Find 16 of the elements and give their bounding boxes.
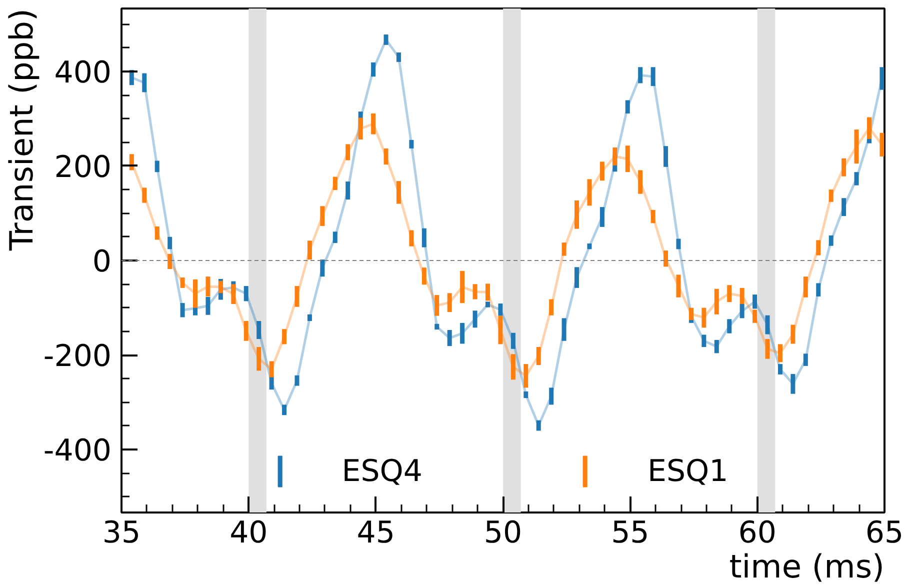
y-tick-label: 0: [92, 244, 112, 280]
y-tick-label: -400: [43, 434, 112, 469]
x-tick-label: 50: [484, 516, 522, 550]
x-tick-label: 40: [230, 516, 268, 550]
x-tick-label: 65: [865, 516, 904, 550]
x-tick-label: 45: [356, 516, 395, 550]
y-axis-title: Transient (ppb): [2, 8, 40, 252]
legend-label: ESQ1: [648, 454, 728, 488]
x-tick-label: 60: [738, 516, 776, 550]
y-tick-label: 400: [54, 55, 112, 90]
y-tick-label: -200: [43, 339, 112, 374]
x-tick-label: 55: [611, 516, 650, 550]
x-tick-label: 35: [102, 516, 141, 550]
legend-label: ESQ4: [342, 454, 422, 488]
x-axis-title: time (ms): [729, 548, 884, 585]
y-tick-label: 200: [54, 150, 112, 185]
